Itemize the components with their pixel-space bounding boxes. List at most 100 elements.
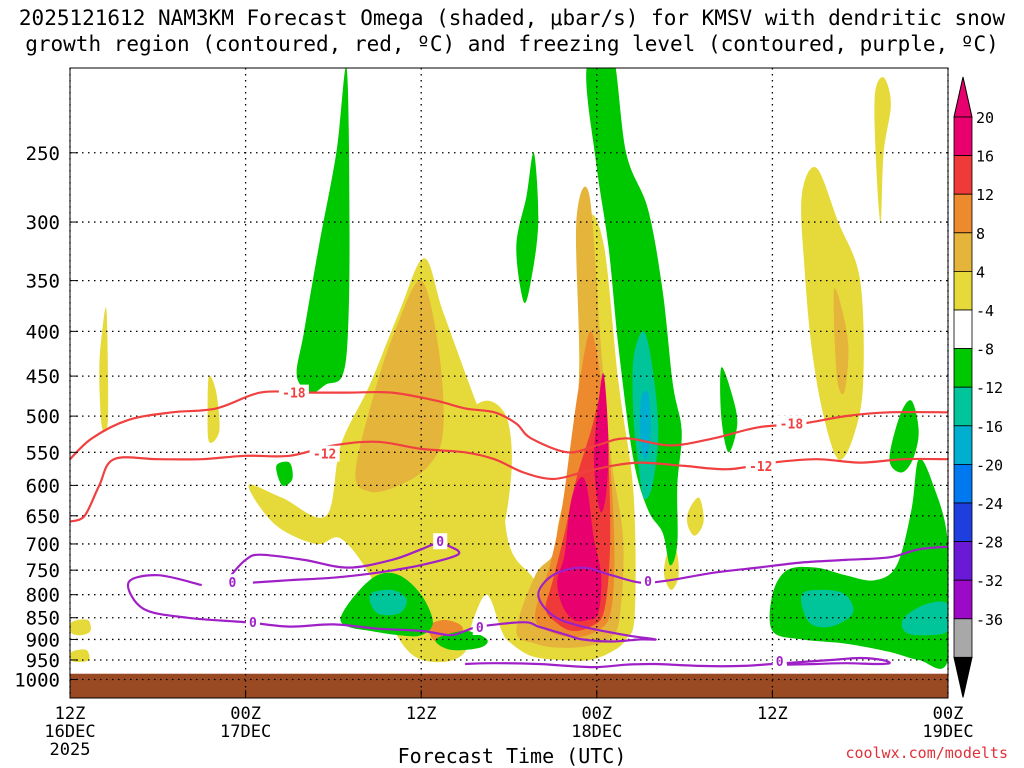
y-tick-label: 800 xyxy=(26,585,60,607)
y-tick-label: 350 xyxy=(26,271,60,293)
colorbar-segment xyxy=(953,502,973,542)
colorbar-bottom-arrow xyxy=(953,656,973,698)
dgz-label-bg xyxy=(745,457,776,474)
freezing-level-contour xyxy=(126,545,948,643)
colorbar-label: 16 xyxy=(976,148,994,166)
colorbar-label: -28 xyxy=(976,534,1003,552)
omega-region xyxy=(70,649,90,662)
dgz-label-bg xyxy=(309,445,340,462)
omega-region xyxy=(70,619,91,636)
freezing-level-label-bg xyxy=(225,574,240,591)
colorbar-label: -20 xyxy=(976,456,1003,474)
y-tick-label: 750 xyxy=(26,560,60,582)
y-tick-label: 500 xyxy=(26,406,60,428)
freezing-level-contour-label: 0 xyxy=(436,535,444,550)
colorbar-label: -12 xyxy=(976,379,1003,397)
x-tick-label: 19DEC xyxy=(922,722,973,742)
colorbar-segment xyxy=(953,116,973,156)
x-tick-label: 16DEC xyxy=(44,722,95,742)
freezing-level-contour-label: 0 xyxy=(644,575,652,590)
dgz-contour xyxy=(70,390,948,460)
colorbar-label: -36 xyxy=(976,611,1003,629)
freezing-level-label-bg xyxy=(472,618,487,635)
colorbar-segment xyxy=(953,232,973,272)
colorbar-segment xyxy=(953,386,973,427)
omega-region xyxy=(593,373,609,513)
x-tick-label: 00Z xyxy=(230,704,261,724)
colorbar-label: 20 xyxy=(976,109,994,127)
colorbar-segment xyxy=(953,463,973,504)
freezing-level-label-bg xyxy=(641,573,656,590)
x-tick-label: 00Z xyxy=(581,704,612,724)
omega-region xyxy=(557,477,602,622)
y-tick-label: 1000 xyxy=(14,669,60,691)
temperature-contours: -18 -18 -12 -12 0 0 0 0 0 0 xyxy=(70,384,948,670)
omega-region xyxy=(801,166,864,460)
x-tick-label: 18DEC xyxy=(571,722,622,742)
colorbar-label: -24 xyxy=(976,495,1003,513)
colorbar: 20 16 12 8 4 -4 -8 -12 -16 -20 -24 -28 -32 -36 xyxy=(953,76,1003,698)
x-axis-label: Forecast Time (UTC) xyxy=(397,744,627,768)
y-tick-label: 600 xyxy=(26,475,60,497)
y-tick-label: 400 xyxy=(26,321,60,343)
colorbar-label: -8 xyxy=(976,341,994,359)
omega-region xyxy=(369,589,407,616)
dgz-contour-label: -18 xyxy=(282,387,306,402)
colorbar-segment xyxy=(953,579,973,620)
gridlines xyxy=(69,68,949,698)
freezing-level-contour xyxy=(465,656,891,669)
dgz-contour-label: -12 xyxy=(749,460,772,475)
omega-shading xyxy=(70,68,948,669)
y-tick-label: 850 xyxy=(26,608,60,630)
colorbar-segment xyxy=(953,348,973,388)
pressure-axis: 2503003504004505005506006507007508008509… xyxy=(14,143,78,691)
ground-band xyxy=(70,673,948,698)
freezing-level-label-bg xyxy=(245,614,260,631)
colorbar-label: -32 xyxy=(976,572,1003,590)
dgz-label-bg xyxy=(278,384,309,401)
colorbar-segment xyxy=(953,425,973,465)
y-tick-label: 650 xyxy=(26,506,60,528)
x-tick-label: 17DEC xyxy=(220,722,271,742)
chart-title-line-2: growth region (contoured, red, ºC) and f… xyxy=(25,32,999,56)
x-tick-label: 2025 xyxy=(50,740,91,760)
y-tick-label: 300 xyxy=(26,212,60,234)
colorbar-segment xyxy=(953,618,973,658)
freezing-level-contour-label: 0 xyxy=(776,655,784,670)
y-tick-label: 700 xyxy=(26,534,60,556)
x-tick-label: 00Z xyxy=(933,704,964,724)
chart-title-line-1: 2025121612 NAM3KM Forecast Omega (shaded… xyxy=(18,6,1006,30)
colorbar-segment xyxy=(953,193,973,234)
colorbar-segment xyxy=(953,270,973,311)
omega-region xyxy=(901,601,948,636)
dgz-contour-label: -12 xyxy=(313,448,336,463)
colorbar-label: 4 xyxy=(976,263,985,281)
freezing-level-label-bg xyxy=(433,533,448,550)
colorbar-top-arrow xyxy=(953,76,973,118)
omega-region xyxy=(465,400,512,560)
colorbar-segment xyxy=(953,309,973,349)
omega-region xyxy=(99,307,109,432)
x-tick-label: 12Z xyxy=(55,704,86,724)
colorbar-segment xyxy=(953,541,973,581)
y-tick-label: 900 xyxy=(26,629,60,651)
ground-surface xyxy=(70,673,948,698)
freezing-level-contour-label: 0 xyxy=(476,621,484,636)
omega-region xyxy=(276,461,293,486)
colorbar-segment xyxy=(953,155,973,195)
y-tick-label: 950 xyxy=(26,650,60,672)
freezing-level-contour-label: 0 xyxy=(249,616,257,631)
credit-text: coolwx.com/modelts xyxy=(845,744,1008,762)
plot-frame xyxy=(69,67,949,699)
colorbar-label: -16 xyxy=(976,418,1003,436)
omega-region xyxy=(889,400,919,473)
freezing-level-label-bg xyxy=(772,653,787,670)
omega-region xyxy=(687,497,704,536)
x-tick-label: 12Z xyxy=(406,704,437,724)
colorbar-label: 8 xyxy=(976,225,985,243)
omega-region xyxy=(874,77,891,223)
y-tick-label: 450 xyxy=(26,366,60,388)
y-tick-label: 550 xyxy=(26,442,60,464)
